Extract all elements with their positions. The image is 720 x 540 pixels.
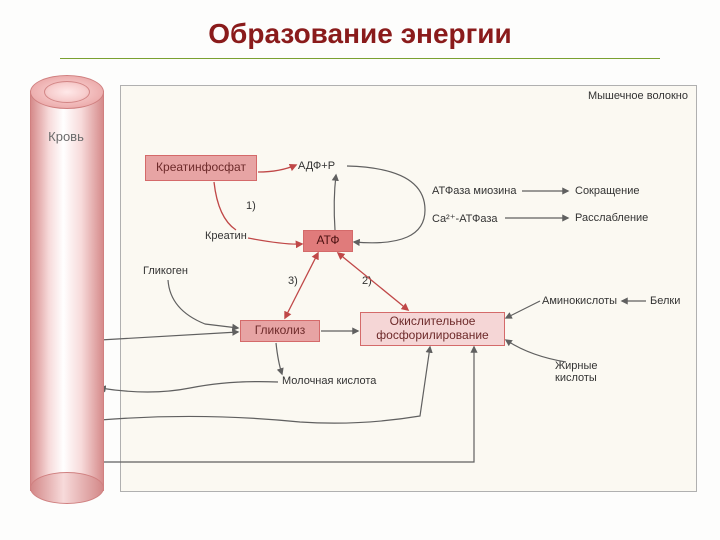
- cylinder-body: [30, 91, 104, 491]
- label-fatty-acids-2: Жирные кислоты: [555, 360, 615, 384]
- label-step-2: 2): [362, 275, 372, 287]
- label-proteins: Белки: [650, 295, 680, 307]
- label-lactic-acid: Молочная кислота: [282, 375, 376, 387]
- node-atp: АТФ: [303, 230, 353, 252]
- cylinder-lumen: [44, 81, 90, 103]
- label-contraction: Сокращение: [575, 185, 640, 197]
- label-adp: АДФ+Р: [298, 160, 335, 172]
- label-relaxation: Расслабление: [575, 212, 648, 224]
- page-title: Образование энергии: [60, 18, 660, 59]
- label-amino-acids: Аминокислоты: [542, 295, 617, 307]
- frame-label: Мышечное волокно: [588, 90, 688, 102]
- label-glycogen: Гликоген: [143, 265, 188, 277]
- blood-vessel: Кровь: [30, 75, 102, 490]
- label-step-1: 1): [246, 200, 256, 212]
- cylinder-bottom: [30, 472, 104, 504]
- label-atpase-myosin: АТФаза миозина: [432, 185, 517, 197]
- node-oxphos: Окислительное фосфорилирование: [360, 312, 505, 346]
- label-creatine: Креатин: [205, 230, 247, 242]
- cylinder-label: Кровь: [30, 129, 102, 144]
- node-creatine-phosphate: Креатинфосфат: [145, 155, 257, 181]
- muscle-fiber-frame: Мышечное волокно: [120, 85, 697, 492]
- label-step-3: 3): [288, 275, 298, 287]
- label-ca-atpase: Ca²⁺-АТФаза: [432, 212, 498, 225]
- node-glycolysis: Гликолиз: [240, 320, 320, 342]
